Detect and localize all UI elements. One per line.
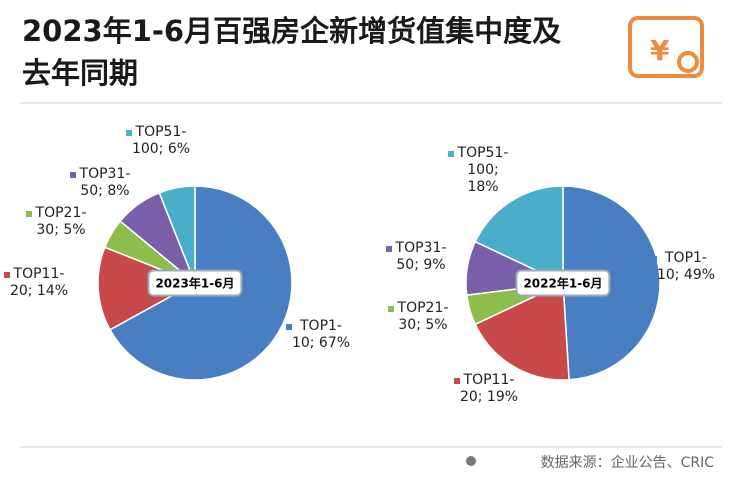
legend-swatch <box>26 211 32 217</box>
center-label: 2023年1-6月 <box>147 269 243 297</box>
legend-swatch <box>4 272 10 278</box>
legend-swatch <box>286 324 292 330</box>
value-label: 5% <box>425 317 448 333</box>
value-label: 49% <box>683 267 716 283</box>
pie-slice <box>562 185 661 381</box>
slice-label: TOP51-100; 18% <box>448 145 514 196</box>
category-label: TOP51-100; <box>457 145 509 178</box>
value-label: 18% <box>467 179 499 195</box>
icon <box>628 16 704 78</box>
category-label: TOP1-10; <box>656 250 707 283</box>
slice-label: TOP11-20; 19% <box>454 372 520 406</box>
slice-label: TOP21-30; 5% <box>26 205 92 239</box>
pie-slice <box>474 281 570 381</box>
slice-label: TOP21-30; 5% <box>388 300 454 334</box>
category-label: TOP21-30; <box>35 205 87 238</box>
slice-label: TOP11-20; 14% <box>4 266 70 300</box>
value-label: 6% <box>167 141 191 157</box>
legend-swatch <box>386 246 392 252</box>
category-label: TOP51-100; <box>131 124 187 157</box>
legend-swatch <box>651 256 657 262</box>
value-label: 67% <box>318 335 351 351</box>
slice-label: TOP31-50; 9% <box>386 240 452 274</box>
icon-yen: ¥ <box>650 34 670 67</box>
icon-lens <box>677 51 699 73</box>
center-label: 2022年1-6月 <box>515 269 611 297</box>
slice-label: TOP1-10; 67% <box>286 318 352 352</box>
category-label: TOP21-30; <box>397 300 449 333</box>
slice-label: TOP31-50; 8% <box>70 166 136 200</box>
legend-swatch <box>388 306 394 312</box>
legend-swatch <box>448 151 454 157</box>
legend-swatch <box>126 130 132 136</box>
value-label: 8% <box>107 183 130 199</box>
legend-swatch <box>70 172 76 178</box>
title: 2023年1-6月百强房企新增货值集中度及去年同期 <box>22 14 562 90</box>
value-label: 19% <box>486 389 519 405</box>
slice-label: TOP51-100; 6% <box>126 124 192 158</box>
category-label: TOP31-50; <box>79 166 131 199</box>
value-label: 14% <box>36 283 69 299</box>
pie-slice <box>97 246 197 331</box>
pie-slice <box>474 185 564 285</box>
legend-swatch <box>454 378 460 384</box>
source: 数据来源：企业公告、CRIC <box>540 455 714 471</box>
category-label: TOP11-20; <box>9 266 65 299</box>
category-label: TOP31-50; <box>395 240 447 273</box>
value-label: 9% <box>423 257 446 273</box>
bullet <box>466 456 476 466</box>
category-label: TOP11-20; <box>459 372 515 405</box>
pie-slice <box>158 185 196 284</box>
category-label: TOP1-10; <box>291 318 342 351</box>
slice-label: TOP1-10; 49% <box>651 250 717 284</box>
value-label: 5% <box>63 222 86 238</box>
